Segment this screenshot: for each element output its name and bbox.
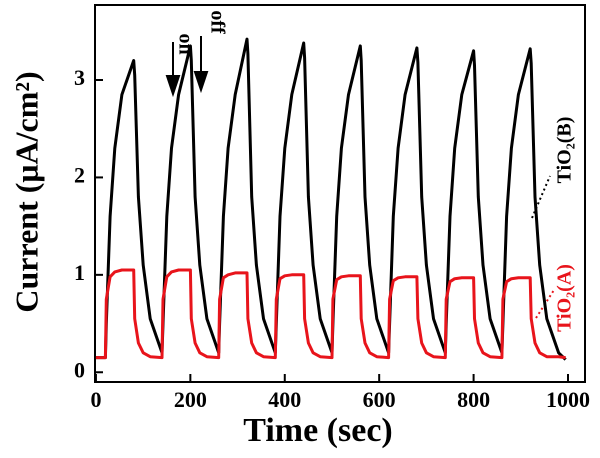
x-tick-label: 200 — [174, 387, 207, 412]
y-tick-label: 0 — [74, 357, 85, 382]
data-line — [95, 37, 567, 361]
data-line — [95, 268, 566, 360]
x-axis-title: Time (sec) — [243, 412, 392, 449]
y-tick-label: 2 — [74, 162, 85, 187]
y-tick-label: 3 — [74, 65, 85, 90]
plot-frame — [94, 4, 586, 383]
x-tick-label: 0 — [90, 387, 101, 412]
tio2-b-label: TiO₂(B) — [554, 117, 576, 184]
off-label: off — [206, 10, 228, 34]
on-label: on — [174, 33, 196, 54]
x-tick-label: 400 — [268, 387, 301, 412]
x-tick-label: 600 — [363, 387, 396, 412]
off-arrow — [193, 36, 209, 94]
x-tick-label: 800 — [457, 387, 490, 412]
tio2-a-label: TiO₂(A) — [554, 264, 576, 332]
y-tick-label: 1 — [74, 260, 85, 285]
x-tick-label: 1000 — [546, 387, 590, 412]
on-arrow — [165, 42, 181, 98]
y-axis-title: Current (μA/cm²) — [8, 71, 44, 312]
